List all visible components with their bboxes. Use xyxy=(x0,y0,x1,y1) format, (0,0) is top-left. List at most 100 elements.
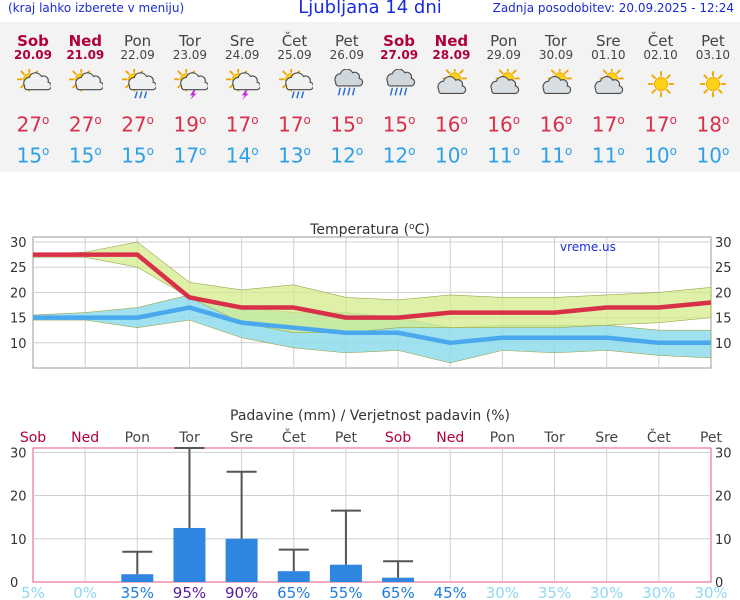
precipitation-probability: 5% xyxy=(21,584,45,600)
day-name: Sre xyxy=(596,32,621,50)
min-temperature: 17o xyxy=(164,140,216,167)
temperature-value: 27 xyxy=(68,112,95,137)
temperature-value: 12 xyxy=(382,143,409,168)
temperature-value: 15 xyxy=(330,112,356,137)
degree-sign: o xyxy=(512,143,521,158)
temperature-value: 17 xyxy=(591,112,618,137)
precipitation-probability: 30% xyxy=(642,584,675,600)
precipitation-chart-title: Padavine (mm) / Verjetnost padavin (%) xyxy=(230,408,510,424)
precipitation-y-tick-right: 10 xyxy=(715,533,732,548)
precipitation-bar xyxy=(382,577,415,582)
temperature-value: 16 xyxy=(539,112,566,137)
partly-cloudy-icon xyxy=(594,69,625,95)
precipitation-bar xyxy=(277,571,310,582)
max-temperature: 19o xyxy=(164,109,216,136)
precipitation-y-tick-right: 0 xyxy=(715,576,723,591)
max-temperature: 15o xyxy=(373,109,425,136)
sun-cloud-storm-icon xyxy=(226,69,261,101)
min-temperature: 12o xyxy=(321,140,373,167)
precipitation-x-tick: Pon xyxy=(125,430,150,446)
degree-sign: o xyxy=(565,113,573,127)
temperature-value: 16 xyxy=(487,112,513,137)
precipitation-error-bar xyxy=(330,509,361,565)
precipitation-y-tick-right: 30 xyxy=(715,446,732,461)
sun-cloud-storm-icon xyxy=(173,69,208,101)
min-temperature: 11o xyxy=(530,140,582,167)
degree-sign: o xyxy=(198,113,207,127)
temperature-value: 17 xyxy=(278,112,304,137)
precipitation-probability: 95% xyxy=(173,584,206,600)
temperature-value: 16 xyxy=(434,112,461,137)
day-name: Pon xyxy=(490,32,518,50)
precipitation-x-tick: Sre xyxy=(595,430,618,446)
degree-sign: o xyxy=(355,143,364,158)
min-temperature-line xyxy=(33,305,711,346)
precipitation-x-tick: Ned xyxy=(71,430,99,446)
temperature-y-tick-right: 10 xyxy=(715,337,732,352)
max-temperature: 27o xyxy=(7,109,59,136)
max-temperature: 17o xyxy=(582,109,634,136)
max-temperature: 27o xyxy=(59,109,111,136)
day-column: Pet 03.10 18o 10o xyxy=(687,22,739,166)
degree-sign: o xyxy=(669,143,677,158)
max-temperature-line xyxy=(33,252,712,320)
day-column: Čet 02.10 17o 10o xyxy=(635,22,687,166)
precipitation-y-tick-right: 20 xyxy=(715,490,732,505)
day-column: Tor 30.09 16o 11o xyxy=(530,22,582,166)
day-name: Čet xyxy=(281,32,308,50)
precipitation-y-tick: 30 xyxy=(10,446,27,461)
degree-sign: o xyxy=(512,113,521,127)
precipitation-probability: 65% xyxy=(277,584,310,600)
last-update: Zadnja posodobitev: 20.09.2025 - 12:24 xyxy=(492,1,734,15)
day-column: Sob 27.09 15o 12o xyxy=(373,22,425,166)
temperature-value: 27 xyxy=(16,112,43,137)
day-name: Sob xyxy=(383,32,416,50)
precipitation-probability: 45% xyxy=(434,584,467,600)
temperature-y-tick: 25 xyxy=(10,261,27,276)
precipitation-x-tick: Pet xyxy=(335,430,358,446)
temperature-chart-title: Temperatura (oC) xyxy=(309,222,430,238)
precipitation-x-tick: Čet xyxy=(282,428,306,446)
temperature-y-tick: 15 xyxy=(10,312,27,327)
degree-sign: o xyxy=(669,113,677,127)
precipitation-y-tick: 10 xyxy=(10,533,27,548)
watermark: vreme.us xyxy=(560,240,616,254)
precipitation-error-bar xyxy=(278,548,309,572)
degree-sign: o xyxy=(408,113,416,127)
min-temperature: 11o xyxy=(478,140,530,167)
temperature-value: 15 xyxy=(121,143,147,168)
precipitation-probability: 35% xyxy=(121,584,154,600)
min-temperature: 10o xyxy=(635,140,687,167)
precipitation-probability: 35% xyxy=(538,584,571,600)
day-name: Tor xyxy=(178,32,201,50)
day-date: 03.10 xyxy=(695,48,731,62)
precipitation-error-bar xyxy=(174,447,205,528)
degree-sign: o xyxy=(721,143,730,158)
temperature-y-tick-right: 15 xyxy=(715,312,732,327)
degree-sign: o xyxy=(721,113,730,127)
day-name: Sre xyxy=(229,32,255,50)
max-temperature: 27o xyxy=(112,109,164,136)
degree-sign: o xyxy=(408,143,416,158)
precipitation-error-bar xyxy=(383,560,414,578)
temperature-value: 15 xyxy=(382,112,409,137)
sun-icon xyxy=(699,70,727,98)
degree-sign: o xyxy=(303,143,311,158)
temperature-value: 27 xyxy=(121,112,147,137)
day-column: Pon 22.09 27o 15o xyxy=(112,22,164,166)
location-menu-hint[interactable]: (kraj lahko izberete v meniju) xyxy=(8,1,185,15)
sun-cloud-icon xyxy=(17,69,51,92)
min-temperature: 10o xyxy=(425,140,477,167)
degree-sign: o xyxy=(251,113,259,127)
day-date: 27.09 xyxy=(380,48,419,62)
precipitation-bar xyxy=(225,538,258,582)
day-column: Ned 28.09 16o 10o xyxy=(425,22,477,166)
sun-cloud-rain-icon xyxy=(278,69,313,99)
temperature-y-tick-right: 20 xyxy=(715,286,732,301)
day-date: 01.10 xyxy=(591,48,626,62)
day-date: 02.10 xyxy=(643,48,678,62)
degree-sign: o xyxy=(42,113,50,127)
day-name: Ned xyxy=(434,32,469,50)
day-column: Tor 23.09 19o 17o xyxy=(164,22,216,166)
day-column: Sre 24.09 17o 14o xyxy=(216,22,268,166)
